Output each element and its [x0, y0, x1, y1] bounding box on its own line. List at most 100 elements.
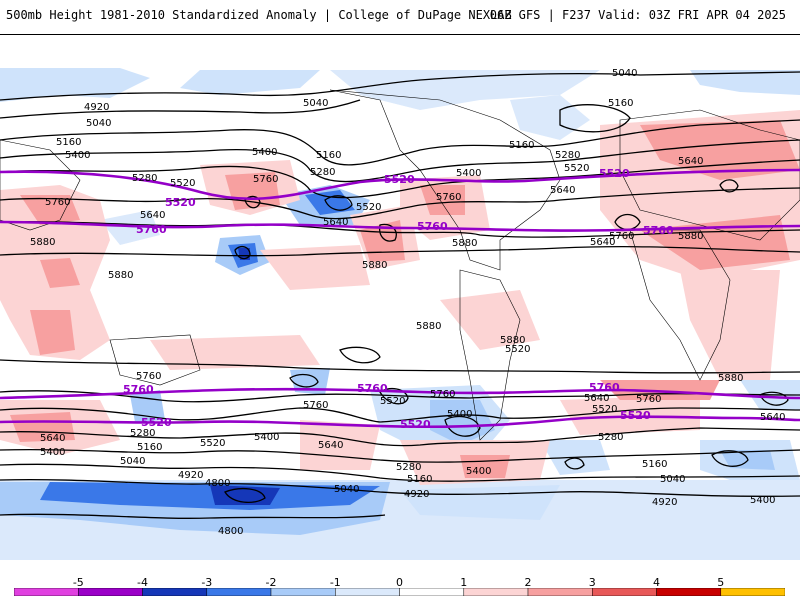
- contour-labels: 5040 5160 4920 5040 5040 5160 5400 5400 …: [30, 68, 785, 537]
- contour-label: 4800: [205, 478, 230, 489]
- colorbar-segment: [142, 588, 208, 596]
- contour-label-5520: 5520: [400, 418, 431, 431]
- colorbar-tick-label: 0: [396, 576, 403, 589]
- colorbar-segment: [78, 588, 143, 596]
- contour-label: 5640: [590, 237, 615, 248]
- contour-label-5760: 5760: [123, 383, 154, 396]
- map-title: 500mb Height 1981-2010 Standardized Anom…: [6, 8, 512, 22]
- colorbar-scale: [14, 588, 785, 596]
- contour-label: 5040: [660, 474, 685, 485]
- colorbar-segment: [720, 588, 785, 596]
- contour-label: 5160: [642, 459, 667, 470]
- contour-label: 5760: [636, 394, 661, 405]
- contour-label: 5640: [40, 433, 65, 444]
- contour-label: 5400: [456, 168, 481, 179]
- contour-label: 5520: [505, 344, 530, 355]
- colorbar-tick-label: -4: [137, 576, 148, 589]
- purple-contour-labels: 5520 5520 5520 5760 5760 5760 5760 5760 …: [123, 167, 674, 431]
- colorbar-tick-label: 1: [460, 576, 468, 589]
- contour-label: 5400: [252, 147, 277, 158]
- contour-label: 5880: [108, 270, 133, 281]
- contour-label: 5520: [380, 396, 405, 407]
- contour-label: 5520: [564, 163, 589, 174]
- colorbar-tick-label: 2: [524, 576, 532, 589]
- contour-label: 5520: [356, 202, 381, 213]
- contour-label-5520: 5520: [599, 167, 630, 180]
- contour-label: 5760: [136, 371, 161, 382]
- contour-label: 5520: [170, 178, 195, 189]
- contour-label-5520: 5520: [384, 173, 415, 186]
- contour-label: 5880: [416, 321, 441, 332]
- contour-label-5520: 5520: [620, 409, 651, 422]
- colorbar-segment: [592, 588, 657, 596]
- map-svg: 5040 5160 4920 5040 5040 5160 5400 5400 …: [0, 38, 800, 560]
- contour-label: 5880: [30, 237, 55, 248]
- contour-label: 5160: [316, 150, 341, 161]
- contour-label: 5880: [452, 238, 477, 249]
- contour-label: 5160: [56, 137, 81, 148]
- contour-label: 5760: [436, 192, 461, 203]
- contour-label: 4920: [178, 470, 203, 481]
- contour-label: 4800: [218, 526, 243, 537]
- contour-label: 5640: [760, 412, 785, 423]
- colorbar-tick-label: -5: [72, 576, 84, 589]
- contour-label-5760: 5760: [357, 382, 388, 395]
- contour-label-5760: 5760: [589, 381, 620, 394]
- contour-label: 5040: [612, 68, 637, 79]
- contour-label: 5280: [598, 432, 623, 443]
- colorbar-segment: [270, 588, 336, 596]
- colorbar-tick-label: 4: [653, 576, 660, 589]
- contour-label: 4920: [652, 497, 677, 508]
- contour-label: 5160: [608, 98, 633, 109]
- purple-contours: [0, 168, 800, 429]
- contour-label: 5760: [609, 231, 634, 242]
- contour-label: 5040: [334, 484, 359, 495]
- title-bar: 500mb Height 1981-2010 Standardized Anom…: [0, 0, 800, 35]
- contour-label: 5640: [323, 217, 348, 228]
- model-run-info: 06Z GFS | F237 Valid: 03Z FRI APR 04 202…: [489, 8, 786, 22]
- contour-label: 5640: [140, 210, 165, 221]
- contour-label: 5400: [447, 409, 472, 420]
- contour-label: 5400: [254, 432, 279, 443]
- contour-label: 5160: [509, 140, 534, 151]
- contour-label: 5400: [40, 447, 65, 458]
- contour-label: 5640: [318, 440, 343, 451]
- contour-label: 5280: [130, 428, 155, 439]
- contour-label: 5040: [120, 456, 145, 467]
- contour-label-5520: 5520: [141, 416, 172, 429]
- colorbar-segment: [14, 588, 79, 596]
- contour-label: 5760: [253, 174, 278, 185]
- colorbar-segment: [463, 588, 529, 596]
- colorbar-segment: [335, 588, 400, 596]
- colorbar-segment: [399, 588, 465, 596]
- contour-label: 5760: [303, 400, 328, 411]
- height-contours: [0, 71, 800, 260]
- colorbar-segment: [206, 588, 272, 596]
- contour-label: 5880: [678, 231, 703, 242]
- colorbar-segment: [527, 588, 593, 596]
- contour-label: 5400: [466, 466, 491, 477]
- contour-label: 5280: [310, 167, 335, 178]
- contour-label-5760: 5760: [136, 223, 167, 236]
- contour-label-5760: 5760: [643, 224, 674, 237]
- contour-label: 5040: [303, 98, 328, 109]
- contour-label: 5160: [137, 442, 162, 453]
- contour-label: 5640: [584, 393, 609, 404]
- contour-label: 5880: [718, 373, 743, 384]
- contour-label: 5640: [678, 156, 703, 167]
- contour-label-5760: 5760: [417, 220, 448, 233]
- contour-label: 5280: [555, 150, 580, 161]
- contour-label: 5040: [86, 118, 111, 129]
- contour-label: 5160: [407, 474, 432, 485]
- colorbar-tick-label: -2: [265, 576, 277, 589]
- contour-label: 5880: [500, 335, 525, 346]
- height-contours-south: [0, 346, 800, 519]
- contour-label: 4920: [404, 489, 429, 500]
- coastlines: [0, 89, 800, 441]
- contour-label-5520: 5520: [165, 196, 196, 209]
- colorbar-tick-label: -3: [201, 576, 213, 589]
- contour-label: 5520: [200, 438, 225, 449]
- colorbar: -5 -4 -3 -2 -1 0 1 2 3 4 5: [0, 562, 800, 600]
- contour-label: 4920: [84, 102, 109, 113]
- contour-label: 5400: [750, 495, 775, 506]
